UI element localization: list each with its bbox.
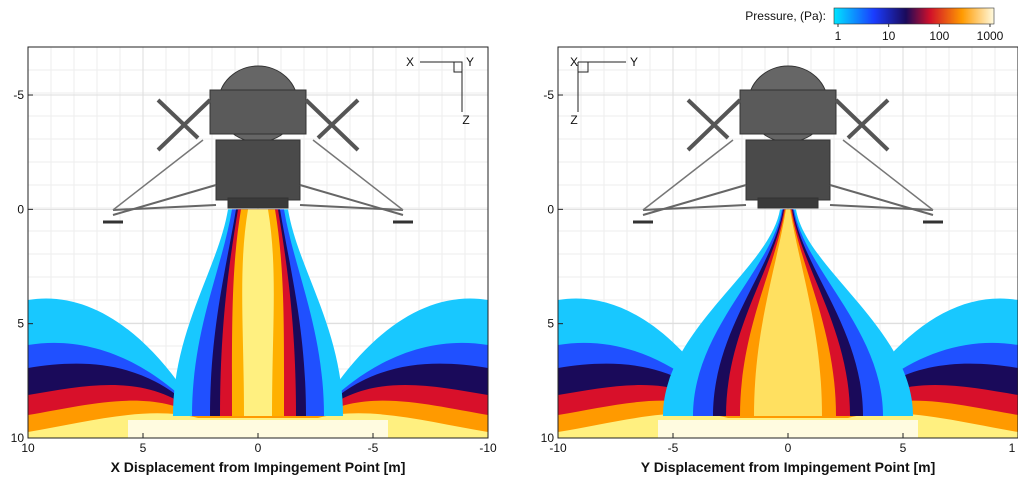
leg (642, 139, 734, 211)
plume (754, 209, 822, 416)
ground-core (128, 420, 388, 438)
triad-label: Y (466, 55, 474, 69)
x-tick-label: -10 (549, 441, 567, 455)
plume (242, 209, 274, 416)
y-tick-label: 0 (547, 202, 554, 216)
x-tick-label: 1 (1009, 441, 1016, 455)
x-tick-label: 0 (255, 441, 262, 455)
leg (642, 204, 747, 211)
strut (846, 98, 890, 140)
y-tick-label: -5 (543, 88, 554, 102)
thruster-deck (227, 197, 289, 209)
x-tick-label: -5 (368, 441, 379, 455)
triad-label: X (406, 55, 414, 69)
lower-body (215, 139, 301, 201)
leg (299, 204, 404, 211)
colorbar-label: Pressure, (Pa): (745, 9, 826, 23)
triad-label: Z (570, 113, 577, 127)
x-axis-label: X Displacement from Impingement Point [m… (111, 459, 406, 475)
colorbar-tick-label: 1 (835, 29, 842, 43)
y-tick-label: 10 (11, 431, 25, 445)
lander (633, 65, 943, 224)
leg (312, 139, 404, 211)
colorbar-tick-label: 100 (929, 29, 949, 43)
strut (686, 98, 730, 140)
strut (834, 98, 890, 152)
upper-body (209, 89, 307, 135)
strut (156, 98, 200, 140)
x-tick-label: 5 (900, 441, 907, 455)
x-tick-label: -10 (479, 441, 497, 455)
ground-core (658, 420, 918, 438)
triad (577, 61, 626, 112)
y-tick-label: 5 (17, 317, 24, 331)
thruster-deck (757, 197, 819, 209)
y-tick-label: 10 (541, 431, 555, 445)
x-tick-label: -5 (668, 441, 679, 455)
y-tick-label: -5 (13, 88, 24, 102)
plot-field (558, 47, 1018, 438)
leg (842, 139, 934, 211)
colorbar-tick-label: 10 (882, 29, 896, 43)
y-tick-label: 0 (17, 202, 24, 216)
leg (829, 204, 934, 211)
strut (304, 98, 360, 152)
x-tick-label: 5 (140, 441, 147, 455)
colorbar (833, 7, 995, 25)
x-tick-label: 0 (785, 441, 792, 455)
triad-label: Z (462, 113, 469, 127)
y-tick-label: 5 (547, 317, 554, 331)
triad-label: X (570, 55, 578, 69)
lander (103, 65, 413, 224)
strut (316, 98, 360, 140)
lower-body (745, 139, 831, 201)
plot-field (28, 47, 488, 438)
triad-label: Y (630, 55, 638, 69)
triad (420, 61, 463, 112)
upper-body (739, 89, 837, 135)
x-axis-label: Y Displacement from Impingement Point [m… (641, 459, 936, 475)
colorbar-tick-label: 1000 (977, 29, 1004, 43)
leg (112, 139, 204, 211)
leg (112, 204, 217, 211)
x-tick-label: 10 (21, 441, 35, 455)
